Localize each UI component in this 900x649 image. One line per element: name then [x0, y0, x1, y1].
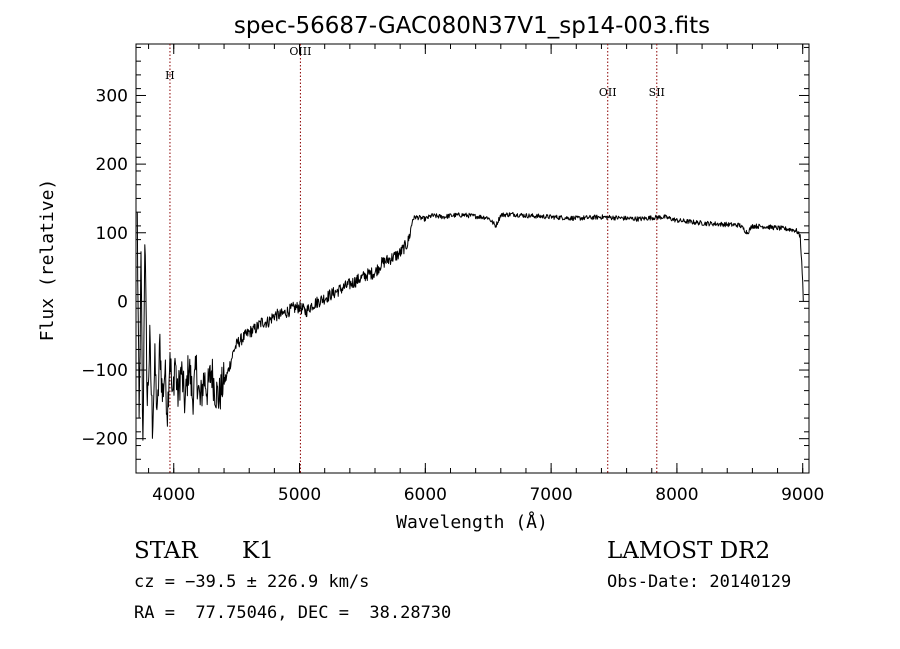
- x-axis-label: Wavelength (Å): [396, 511, 548, 533]
- y-tick-label: 0: [117, 292, 128, 312]
- x-axis: 4000 5000 6000 7000 8000 9000: [148, 44, 824, 505]
- coordinates: RA = 77.75046, DEC = 38.28730: [134, 603, 452, 623]
- object-subclass: K1: [242, 538, 274, 564]
- series-group: [136, 211, 804, 441]
- object-class: STAR: [134, 538, 198, 564]
- y-tick-label: 300: [96, 86, 128, 106]
- line-marker-label-h: H: [165, 69, 175, 82]
- x-tick-label: 4000: [152, 485, 195, 505]
- y-axis: −200 −100 0 100 200 300: [81, 46, 809, 474]
- x-tick-label: 7000: [529, 485, 572, 505]
- chart-title: spec-56687-GAC080N37V1_sp14-003.fits: [234, 13, 710, 39]
- survey-name: LAMOST DR2: [607, 538, 771, 564]
- y-tick-label: 200: [96, 155, 128, 175]
- x-tick-label: 9000: [781, 485, 824, 505]
- obs-date: Obs-Date: 20140129: [607, 572, 792, 592]
- x-tick-label: 8000: [655, 485, 698, 505]
- line-marker-label-oii: OII: [599, 86, 617, 99]
- line-marker-label-sii: SII: [649, 86, 665, 99]
- plot-frame: [135, 43, 810, 474]
- y-axis-label: Flux (relative): [37, 179, 58, 342]
- y-tick-label: 100: [96, 224, 128, 244]
- redshift-readout: cz = −39.5 ± 226.9 km/s: [134, 572, 370, 592]
- x-tick-label: 6000: [404, 485, 447, 505]
- spectrum-series-line: [136, 211, 804, 441]
- y-tick-label: −200: [81, 430, 128, 450]
- spectral-line-markers: H OIII OII SII: [165, 44, 665, 473]
- y-tick-label: −100: [81, 361, 128, 381]
- line-marker-label-oiii: OIII: [289, 45, 311, 58]
- spectrum-chart: spec-56687-GAC080N37V1_sp14-003.fits −20…: [37, 13, 824, 533]
- x-tick-label: 5000: [278, 485, 321, 505]
